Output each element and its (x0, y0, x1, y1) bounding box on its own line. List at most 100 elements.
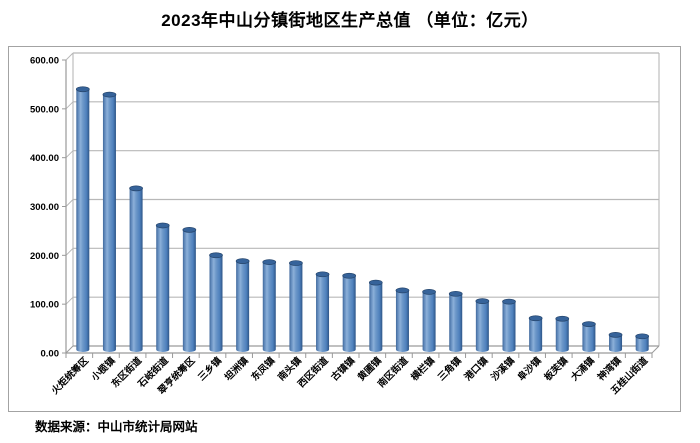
bar-cap (289, 260, 303, 266)
bar-body (582, 324, 596, 353)
bar-cap (315, 271, 330, 278)
bar-cap (235, 258, 250, 264)
bar-cap (422, 289, 436, 295)
bar-body (502, 301, 516, 353)
y-axis-label: 400.00 (30, 153, 59, 164)
bar-body (236, 261, 250, 353)
bar (368, 279, 383, 353)
bar (129, 185, 143, 353)
bar-cap (502, 298, 516, 305)
y-axis-label: 200.00 (30, 251, 59, 262)
x-axis-label: 沙溪镇 (488, 354, 517, 383)
bar (395, 287, 410, 353)
bar (448, 290, 463, 353)
bar (235, 258, 250, 353)
bar (528, 315, 543, 353)
bar (155, 222, 170, 353)
bar-cap (395, 287, 410, 294)
y-axis-label: 500.00 (30, 104, 59, 115)
gridline-bevel (65, 199, 74, 207)
bar-body (422, 291, 436, 353)
bar-cap (555, 315, 570, 322)
bar-body (609, 334, 623, 353)
bar (502, 298, 516, 353)
bar-cap (209, 252, 223, 259)
bar (315, 271, 330, 353)
floor-right-bevel (651, 345, 660, 354)
bar-body (129, 188, 143, 353)
bar-body (289, 263, 303, 353)
bar-body (529, 318, 543, 353)
x-axis-label: 火炬统筹区 (49, 354, 91, 396)
bar-cap (155, 222, 170, 229)
bar-body (262, 262, 276, 353)
bar (262, 259, 277, 353)
bar-cap (75, 86, 90, 93)
bar-cap (528, 315, 543, 322)
y-axis-label: 100.00 (30, 300, 59, 311)
bar-body (156, 225, 170, 353)
bar (102, 91, 117, 352)
bar-body (475, 301, 489, 353)
bar-body (102, 94, 116, 352)
y-axis-label: 0.00 (41, 349, 60, 360)
bar-cap (475, 298, 490, 305)
bar (422, 289, 436, 353)
gridline-bevel (65, 150, 74, 159)
bar-cap (635, 333, 650, 340)
bar-cap (582, 321, 596, 327)
x-axis-label: 大涌镇 (568, 354, 597, 383)
bar-body (76, 89, 90, 353)
bar (582, 321, 596, 353)
bar (555, 315, 570, 353)
bar-body (635, 336, 649, 353)
y-axis-label: 600.00 (30, 56, 59, 67)
x-axis-label: 三乡镇 (195, 354, 224, 383)
bar-cap (608, 332, 623, 338)
x-axis-label: 坦洲镇 (222, 354, 251, 383)
bar-body (449, 293, 463, 353)
chart-area: 0.00 100.00 200.00 300.00 400.00 500.00 600.00… (8, 46, 681, 412)
bar-body (342, 275, 356, 353)
chart-title: 2023年中山分镇街地区生产总值 （单位：亿元） (161, 11, 539, 30)
data-source-note: 数据来源：中山市统计局网站 (35, 420, 198, 434)
bar-body (369, 282, 383, 353)
bar (342, 272, 357, 353)
gridline-bevel (65, 101, 74, 110)
bar (209, 252, 223, 353)
bar-cap (262, 259, 277, 265)
x-axis-label: 板芙镇 (542, 354, 571, 383)
y-axis-label: 300.00 (30, 202, 59, 213)
x-axis-label: 阜沙镇 (515, 354, 544, 383)
bar (182, 227, 197, 353)
x-axis-label: 三角镇 (435, 354, 464, 383)
bar-body (395, 290, 409, 353)
bar-body (316, 274, 330, 353)
x-axis-label: 横栏镇 (409, 354, 438, 383)
x-axis-label: 东凤镇 (249, 354, 278, 383)
bar-chart-canvas: 0.00 100.00 200.00 300.00 400.00 500.00 600.00… (30, 52, 660, 397)
gridline-bevel (65, 52, 74, 61)
bar-cap (448, 290, 463, 297)
bar-cap (182, 227, 197, 233)
bar (608, 332, 623, 353)
x-axis-label: 南区街道 (375, 354, 411, 390)
x-axis-label: 西区街道 (295, 354, 331, 390)
bar (635, 333, 650, 353)
bar (75, 86, 90, 353)
bar-cap (102, 91, 117, 98)
gridline-bevel (65, 247, 74, 256)
bar (289, 260, 303, 353)
bar-cap (342, 272, 357, 279)
bar-cap (129, 185, 143, 192)
bar-body (209, 255, 223, 353)
x-axis-label: 港口镇 (462, 354, 491, 383)
bar-body (182, 229, 196, 353)
gridline-bevel (65, 296, 74, 305)
bar-body (555, 318, 569, 353)
bar (475, 298, 490, 353)
floor-left-bevel (65, 345, 74, 354)
x-axis-label: 古镇镇 (329, 354, 358, 383)
bar-cap (368, 279, 383, 286)
